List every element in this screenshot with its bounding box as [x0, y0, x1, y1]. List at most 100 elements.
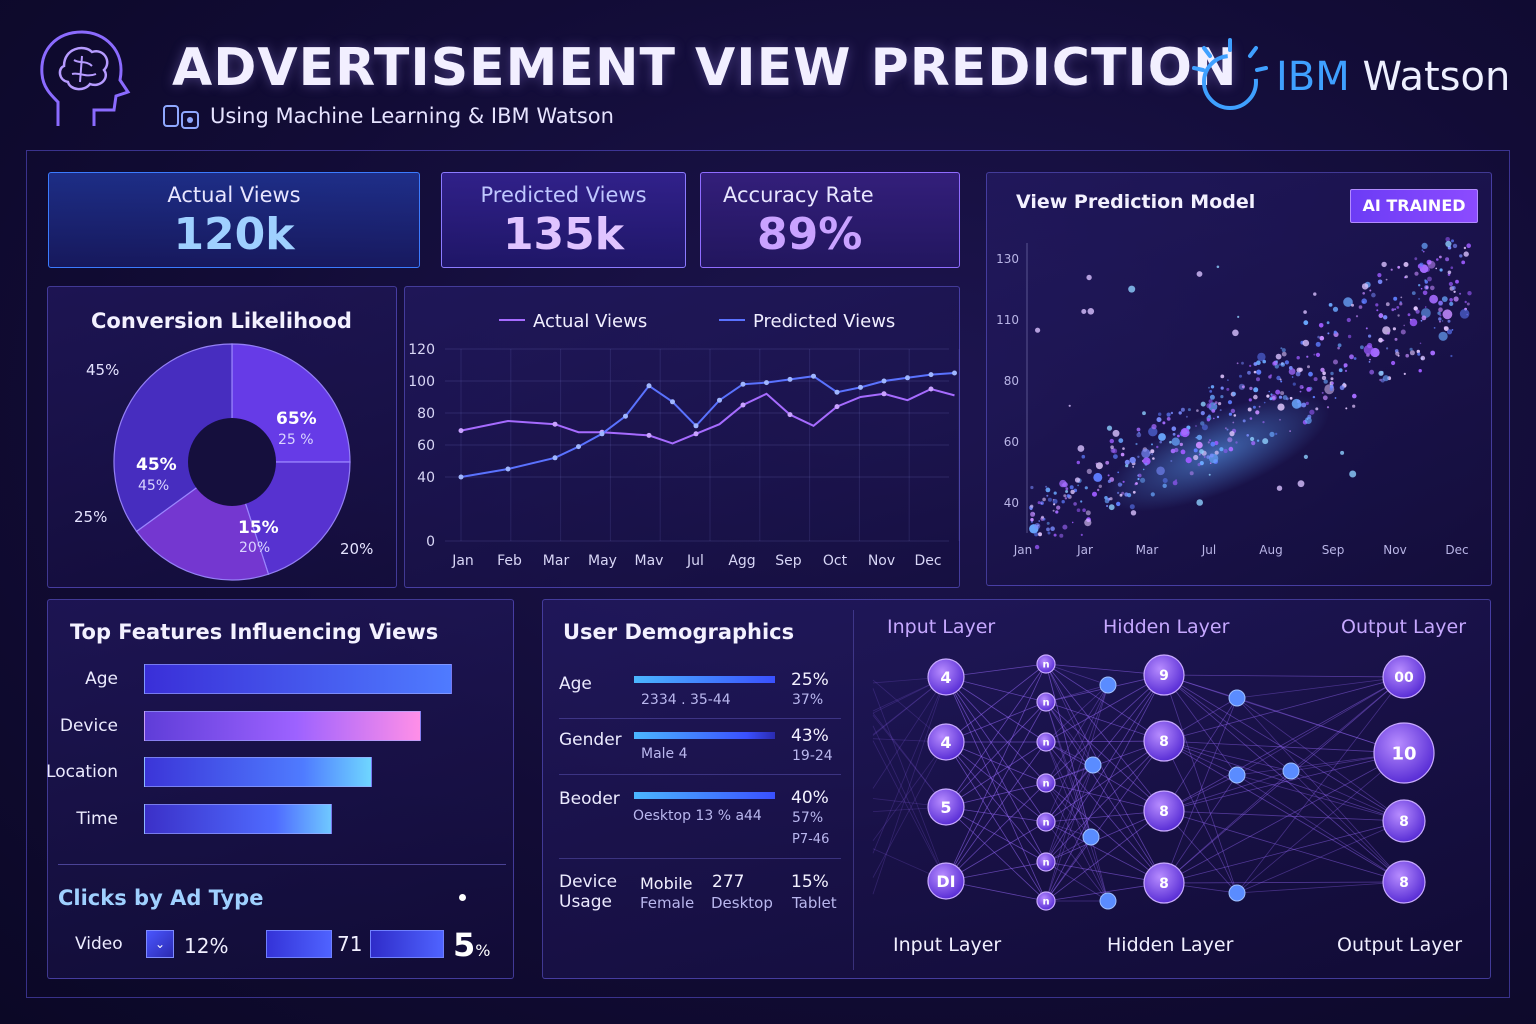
output-node[interactable] [1382, 655, 1426, 699]
series-point[interactable] [764, 380, 769, 386]
hidden-small-node[interactable] [1036, 692, 1056, 712]
x-tick-label: Dec [914, 553, 941, 569]
feature-label: Age [85, 669, 118, 689]
series-point[interactable] [576, 444, 581, 450]
hidden-small-node[interactable] [1036, 852, 1056, 872]
series-line-actual[interactable] [460, 387, 955, 445]
network-edge [945, 741, 1047, 902]
scatter-point [1085, 510, 1091, 516]
feature-bar[interactable] [144, 803, 332, 834]
demo-device-label-1: Device [559, 872, 618, 892]
series-point[interactable] [693, 431, 699, 437]
scatter-point [1171, 426, 1177, 431]
scatter-point [1053, 533, 1057, 537]
hidden-small-node[interactable] [1036, 812, 1056, 832]
network-top-label-input: Input Layer [887, 616, 996, 638]
series-point[interactable] [952, 370, 957, 376]
hidden-small-node[interactable] [1036, 654, 1056, 674]
series-point[interactable] [623, 413, 628, 419]
series-point[interactable] [881, 378, 887, 384]
series-point[interactable] [552, 421, 558, 427]
scatter-point [1376, 309, 1379, 312]
series-point[interactable] [646, 432, 652, 438]
kpi-card-predicted-views[interactable]: Predicted Views 135k [441, 172, 686, 268]
hidden-small-node[interactable] [1036, 891, 1056, 911]
series-point[interactable] [928, 372, 934, 378]
hidden-dot-node[interactable] [1082, 828, 1100, 846]
feature-bar[interactable] [144, 710, 422, 741]
output-node[interactable] [1382, 799, 1426, 843]
series-point[interactable] [458, 474, 464, 480]
scatter-point [1080, 533, 1083, 536]
series-point[interactable] [717, 397, 722, 403]
scatter-point [1196, 499, 1203, 506]
scatter-point [1313, 353, 1316, 356]
hidden-node[interactable] [1143, 862, 1185, 904]
scatter-point [1305, 401, 1309, 405]
series-point[interactable] [905, 375, 910, 381]
scatter-point [1193, 448, 1198, 453]
hidden-dot-node[interactable] [1099, 892, 1117, 910]
scatter-point [1258, 405, 1261, 408]
output-node[interactable] [1373, 722, 1435, 784]
series-point[interactable] [811, 373, 816, 379]
scatter-point [1404, 275, 1408, 279]
scatter-point [1196, 409, 1199, 412]
line-chart-series [458, 370, 957, 480]
scatter-point [1037, 501, 1041, 505]
series-point[interactable] [740, 381, 746, 387]
input-node[interactable] [927, 788, 965, 826]
input-node[interactable] [927, 658, 965, 696]
scatter-point [1441, 320, 1444, 322]
hidden-node[interactable] [1143, 720, 1185, 762]
hidden-dot-node[interactable] [1228, 766, 1246, 784]
series-point[interactable] [693, 423, 699, 429]
hidden-node[interactable] [1143, 790, 1185, 832]
series-point[interactable] [505, 466, 511, 472]
series-point[interactable] [458, 428, 464, 434]
series-point[interactable] [599, 431, 605, 437]
kpi-card-actual-views[interactable]: Actual Views 120k [48, 172, 420, 268]
series-point[interactable] [787, 412, 793, 418]
hidden-dot-node[interactable] [1228, 884, 1246, 902]
input-node[interactable] [927, 862, 965, 900]
hidden-dot-node[interactable] [1099, 676, 1117, 694]
scatter-point [1438, 307, 1443, 312]
series-point[interactable] [552, 455, 558, 461]
donut-slice[interactable] [113, 343, 233, 533]
hidden-node[interactable] [1143, 654, 1185, 696]
series-point[interactable] [740, 402, 746, 408]
scatter-point [1349, 354, 1354, 360]
hidden-small-node[interactable] [1036, 732, 1056, 752]
clicks-dropdown[interactable]: ⌄ [146, 930, 174, 958]
scatter-point [1034, 523, 1041, 529]
scatter-point [1226, 428, 1229, 431]
scatter-point [1303, 320, 1309, 326]
hidden-dot-node[interactable] [1084, 756, 1102, 774]
network-nodes: 4 4 5 DI n n n n n n n 9 8 8 8 00 10 8 8 [927, 654, 1435, 911]
output-node[interactable] [1382, 860, 1426, 904]
kpi-label: Predicted Views [480, 183, 647, 207]
hidden-dot-node[interactable] [1282, 762, 1300, 780]
kpi-card-accuracy-rate[interactable]: Accuracy Rate 89% [700, 172, 960, 268]
scatter-point [1247, 407, 1252, 412]
feature-bar[interactable] [144, 664, 452, 694]
series-point[interactable] [928, 386, 934, 392]
series-line-predicted[interactable] [460, 372, 955, 478]
feature-bar[interactable] [144, 757, 372, 787]
scatter-point [1220, 374, 1225, 379]
hidden-dot-node[interactable] [1228, 689, 1246, 707]
series-point[interactable] [787, 376, 793, 382]
series-point[interactable] [670, 399, 675, 405]
scatter-point [1400, 329, 1406, 335]
network-edge [1045, 741, 1109, 902]
scatter-point [1236, 362, 1239, 365]
input-node[interactable] [927, 723, 965, 761]
series-point[interactable] [646, 383, 652, 389]
scatter-point [1106, 425, 1113, 431]
series-point[interactable] [881, 391, 887, 397]
series-point[interactable] [834, 404, 840, 410]
hidden-small-node[interactable] [1036, 773, 1056, 793]
series-point[interactable] [834, 389, 840, 395]
series-point[interactable] [858, 384, 863, 390]
